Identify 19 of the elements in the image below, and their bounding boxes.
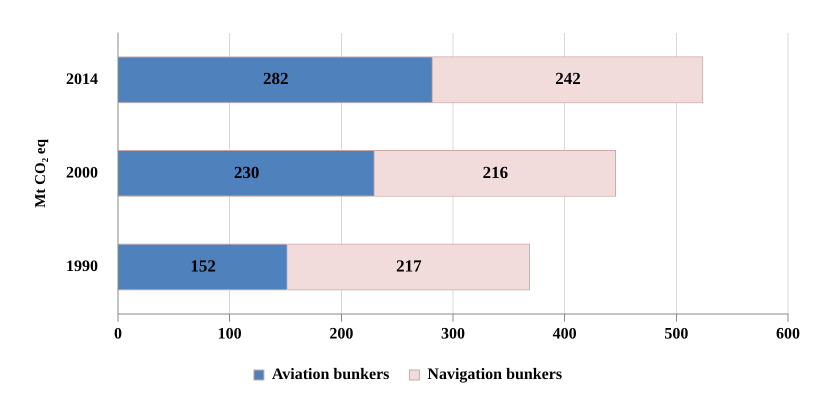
x-tick-label: 0 [114, 326, 122, 343]
x-tick-label: 500 [664, 326, 688, 343]
x-tick-label: 100 [218, 326, 242, 343]
data-label: 282 [262, 69, 288, 88]
x-tick-label: 300 [441, 326, 465, 343]
x-tick-label: 400 [552, 326, 577, 343]
x-tick-label: 600 [776, 326, 800, 343]
data-label: 152 [190, 256, 216, 276]
x-tick-label: 200 [329, 326, 354, 343]
data-label: 242 [555, 69, 581, 88]
data-label: 230 [234, 162, 260, 182]
y-axis-title: Mt CO₂ eq [32, 138, 49, 208]
data-label: 216 [482, 162, 508, 182]
y-tick-label: 1990 [66, 258, 98, 276]
y-tick-label: 2000 [66, 164, 98, 182]
legend-label: Navigation bunkers [427, 366, 562, 384]
data-label: 217 [396, 256, 422, 276]
legend-label: Aviation bunkers [272, 366, 390, 384]
y-tick-label: 2014 [66, 70, 98, 88]
